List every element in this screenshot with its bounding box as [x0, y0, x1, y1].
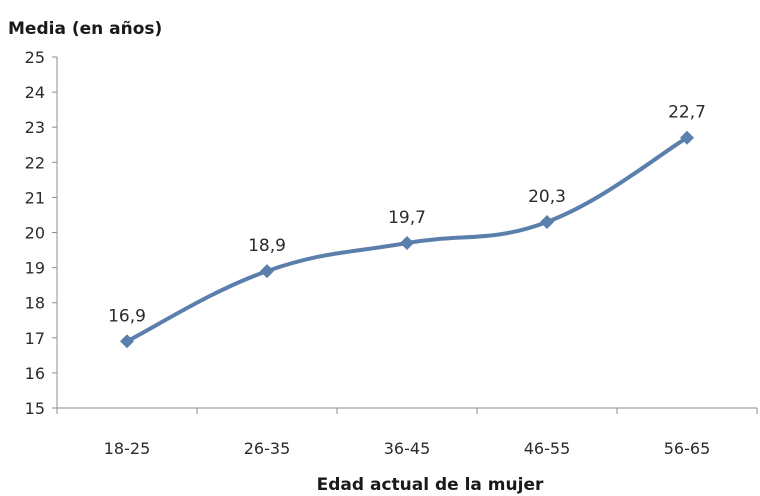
y-tick-label: 25: [25, 48, 45, 67]
y-tick-label: 22: [25, 153, 45, 172]
x-tick-label: 46-55: [524, 439, 571, 458]
x-tick-label: 56-65: [664, 439, 711, 458]
data-point-marker: [540, 214, 554, 229]
x-axis-title: Edad actual de la mujer: [317, 475, 544, 495]
series-layer: [120, 130, 694, 349]
data-label: 18,9: [248, 236, 286, 256]
y-tick-label: 15: [25, 399, 45, 418]
x-tick-label: 26-35: [244, 439, 291, 458]
x-tick-label: 18-25: [104, 439, 151, 458]
data-label: 20,3: [528, 187, 566, 207]
y-tick-label: 16: [25, 364, 45, 383]
data-point-marker: [680, 130, 694, 145]
data-point-marker: [120, 334, 134, 349]
y-tick-label: 18: [25, 294, 45, 313]
data-label: 22,7: [668, 103, 706, 123]
data-point-marker: [400, 236, 414, 251]
x-tick-label: 36-45: [384, 439, 431, 458]
axes: 15 16 17 18 19 20 21 22 23 24 25 18-25 26-35 36-45 46-…: [25, 48, 758, 458]
y-tick-label: 21: [25, 188, 45, 207]
data-point-marker: [260, 264, 274, 279]
y-tick-label: 17: [25, 329, 45, 348]
data-label: 16,9: [108, 306, 146, 326]
y-tick-label: 19: [25, 259, 45, 278]
data-label: 19,7: [388, 208, 426, 228]
y-tick-label: 24: [25, 83, 45, 102]
y-tick-label: 20: [25, 224, 45, 243]
y-axis-title: Media (en años): [8, 19, 162, 39]
data-labels: 16,9 18,9 19,7 20,3 22,7: [108, 103, 706, 327]
y-tick-label: 23: [25, 118, 45, 137]
